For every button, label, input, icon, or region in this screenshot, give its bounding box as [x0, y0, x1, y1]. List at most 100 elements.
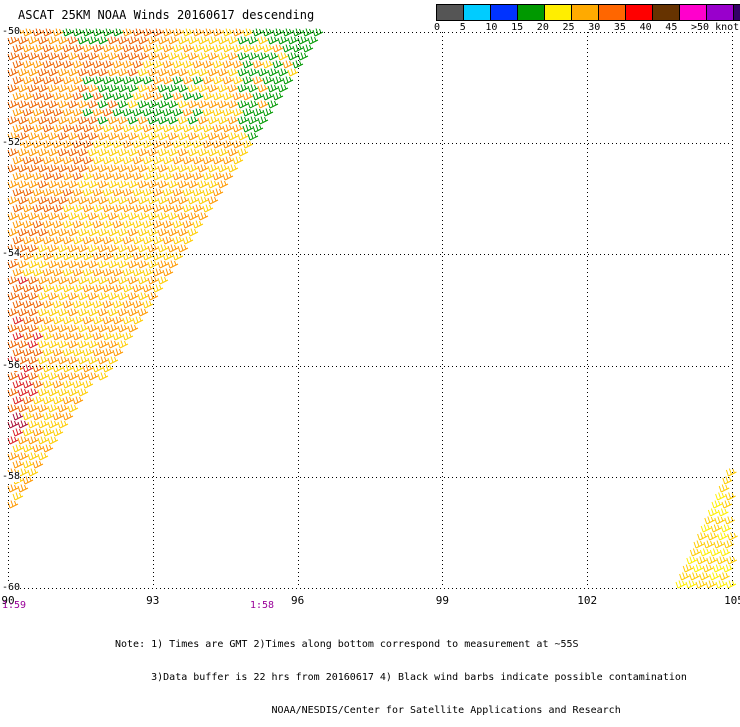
wind-barb — [12, 332, 24, 341]
wind-barb — [252, 108, 264, 117]
wind-barb — [122, 140, 134, 149]
wind-barb — [167, 116, 179, 125]
wind-barb — [147, 148, 159, 157]
wind-barb — [67, 164, 79, 173]
wind-barb — [97, 148, 109, 157]
wind-barb — [212, 140, 224, 149]
wind-barb — [17, 372, 29, 381]
wind-barb — [147, 164, 159, 173]
wind-barb — [197, 196, 209, 205]
wind-barb — [232, 108, 244, 117]
wind-barb — [142, 268, 154, 277]
wind-barb — [142, 236, 154, 245]
wind-barb — [177, 212, 189, 221]
wind-barb — [7, 500, 19, 509]
wind-barb — [147, 276, 159, 285]
wind-barb — [217, 148, 229, 157]
wind-barb — [202, 140, 214, 149]
wind-barb — [157, 148, 169, 157]
legend-swatch — [679, 4, 707, 21]
wind-barb — [172, 108, 184, 117]
wind-barb — [702, 564, 714, 573]
wind-barb — [27, 356, 39, 365]
wind-barb — [92, 76, 104, 85]
wind-barb — [27, 324, 39, 333]
wind-barb — [282, 76, 294, 85]
wind-barb — [197, 164, 209, 173]
wind-barb — [227, 68, 239, 77]
wind-barb — [52, 380, 64, 389]
wind-barb — [17, 84, 29, 93]
wind-barb — [92, 204, 104, 213]
wind-barb — [87, 68, 99, 77]
latitude-label: -58 — [2, 470, 21, 482]
wind-barb — [177, 196, 189, 205]
wind-barb — [87, 292, 99, 301]
wind-barb — [122, 108, 134, 117]
wind-barb — [102, 124, 114, 133]
wind-barb — [87, 308, 99, 317]
wind-speed-legend: 0 5 10 15 20 25 30 35 40 45 >50 knots — [434, 4, 740, 35]
wind-barb — [122, 220, 134, 229]
wind-barb — [112, 172, 124, 181]
wind-barb — [42, 76, 54, 85]
wind-barb — [77, 212, 89, 221]
footnote-line-1: Note: 1) Times are GMT 2)Times along bot… — [115, 639, 579, 650]
wind-barb — [132, 188, 144, 197]
wind-barb — [27, 100, 39, 109]
wind-barb — [67, 116, 79, 125]
wind-barb — [162, 268, 174, 277]
wind-barb — [202, 92, 214, 101]
wind-barb — [142, 108, 154, 117]
time-label-middle: 1:58 — [250, 600, 275, 611]
wind-barb — [132, 172, 144, 181]
wind-barb — [62, 220, 74, 229]
wind-barb — [27, 212, 39, 221]
wind-barb — [72, 28, 84, 37]
wind-barb — [27, 196, 39, 205]
wind-barb — [142, 76, 154, 85]
wind-barb — [92, 348, 104, 357]
wind-barb — [32, 76, 44, 85]
wind-barb — [97, 36, 109, 45]
wind-barb — [87, 372, 99, 381]
wind-barb — [147, 36, 159, 45]
wind-barb — [42, 300, 54, 309]
wind-barb — [97, 228, 109, 237]
wind-barb — [127, 100, 139, 109]
wind-barb — [112, 284, 124, 293]
wind-barb — [172, 76, 184, 85]
wind-barb — [725, 492, 736, 501]
wind-barb — [112, 92, 124, 101]
wind-barb — [17, 228, 29, 237]
wind-barb — [72, 92, 84, 101]
wind-barb — [112, 44, 124, 53]
wind-barb — [57, 388, 69, 397]
wind-barb — [142, 300, 154, 309]
wind-barb — [22, 204, 34, 213]
wind-barb — [152, 220, 164, 229]
wind-barb — [247, 100, 259, 109]
wind-barb — [217, 132, 229, 141]
wind-barb — [97, 196, 109, 205]
wind-barb — [67, 260, 79, 269]
wind-barb — [177, 52, 189, 61]
wind-barb — [247, 132, 259, 141]
wind-barb — [87, 260, 99, 269]
wind-barb — [82, 188, 94, 197]
wind-barb — [167, 244, 179, 253]
wind-barb — [172, 188, 184, 197]
wind-barb — [47, 68, 59, 77]
wind-barb — [37, 164, 49, 173]
wind-barb — [17, 68, 29, 77]
wind-barb — [27, 244, 39, 253]
wind-barb — [207, 68, 219, 77]
wind-barbs-layer — [7, 28, 738, 589]
wind-barb — [192, 188, 204, 197]
wind-barb — [7, 372, 19, 381]
wind-barb — [37, 420, 49, 429]
wind-barb — [77, 52, 89, 61]
wind-barb — [87, 132, 99, 141]
wind-barb — [52, 92, 64, 101]
wind-barb — [112, 188, 124, 197]
